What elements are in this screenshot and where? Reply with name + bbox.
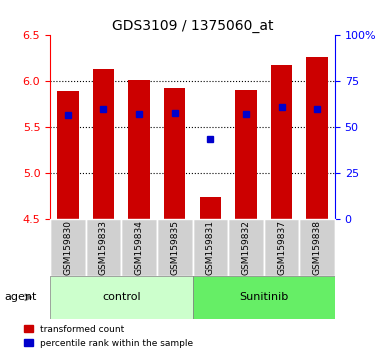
Text: GSM159835: GSM159835 xyxy=(170,220,179,275)
Text: GSM159838: GSM159838 xyxy=(313,220,321,275)
Text: agent: agent xyxy=(4,292,36,302)
FancyBboxPatch shape xyxy=(192,219,228,276)
Text: GSM159831: GSM159831 xyxy=(206,220,215,275)
Text: GSM159837: GSM159837 xyxy=(277,220,286,275)
Text: control: control xyxy=(102,292,141,302)
Title: GDS3109 / 1375060_at: GDS3109 / 1375060_at xyxy=(112,19,273,33)
Bar xyxy=(271,65,292,219)
FancyBboxPatch shape xyxy=(121,219,157,276)
Legend: transformed count, percentile rank within the sample: transformed count, percentile rank withi… xyxy=(24,325,193,348)
Bar xyxy=(199,198,221,219)
Bar xyxy=(93,69,114,219)
FancyBboxPatch shape xyxy=(264,219,300,276)
Text: Sunitinib: Sunitinib xyxy=(239,292,288,302)
FancyBboxPatch shape xyxy=(228,219,264,276)
FancyBboxPatch shape xyxy=(50,276,192,319)
Bar xyxy=(235,90,257,219)
FancyBboxPatch shape xyxy=(85,219,121,276)
Bar xyxy=(306,57,328,219)
Text: GSM159834: GSM159834 xyxy=(135,220,144,275)
Text: GSM159832: GSM159832 xyxy=(241,220,250,275)
FancyBboxPatch shape xyxy=(192,276,335,319)
Text: GSM159830: GSM159830 xyxy=(64,220,72,275)
Bar xyxy=(164,88,186,219)
FancyBboxPatch shape xyxy=(300,219,335,276)
FancyBboxPatch shape xyxy=(50,219,85,276)
Text: GSM159833: GSM159833 xyxy=(99,220,108,275)
FancyBboxPatch shape xyxy=(157,219,192,276)
Bar xyxy=(128,80,150,219)
Bar xyxy=(57,91,79,219)
